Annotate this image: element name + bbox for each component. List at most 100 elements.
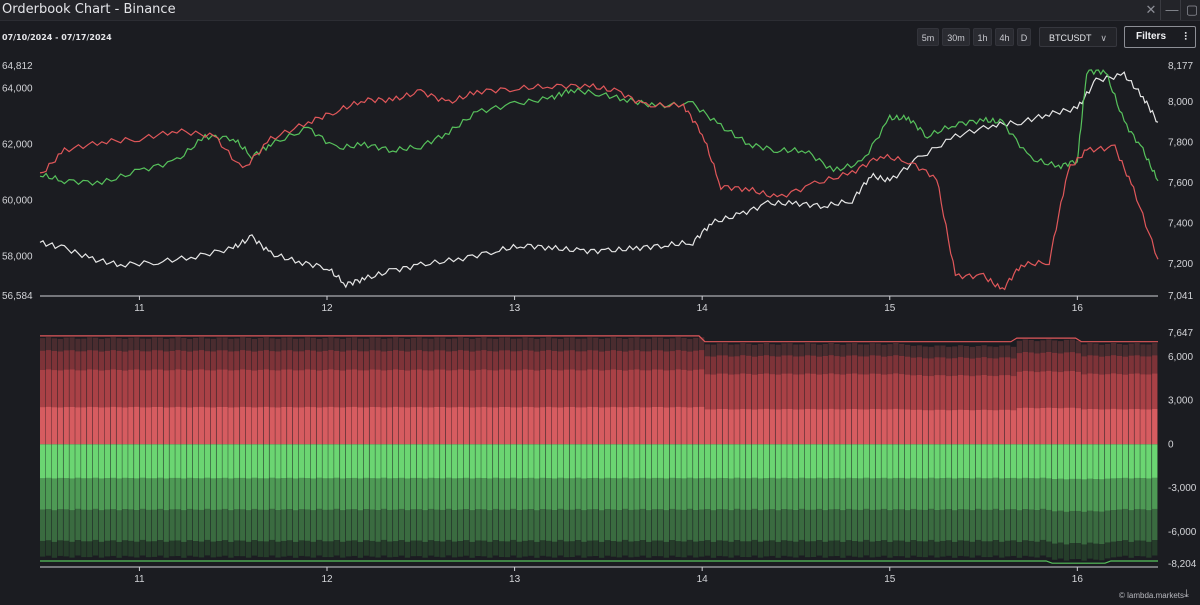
ask-depth-bar (1016, 408, 1023, 445)
bid-depth-bar (163, 444, 169, 479)
symbol-select[interactable]: BTCUSDT ∨ (1039, 27, 1117, 47)
close-icon[interactable]: ✕ (1145, 2, 1157, 17)
ask-depth-bar (1099, 409, 1105, 445)
ask-depth-bar (422, 407, 428, 445)
ask-depth-bar (369, 407, 375, 445)
bid-depth-bar (175, 444, 181, 478)
bid-depth-bar (763, 444, 770, 478)
bid-depth-bar (157, 444, 163, 478)
bid-depth-bar (875, 444, 881, 479)
ask-depth-bar (92, 369, 99, 445)
bid-depth-bar (863, 444, 870, 478)
bid-depth-bar (852, 444, 858, 479)
bid-depth-bar (563, 444, 569, 479)
ask-depth-bar (787, 409, 793, 445)
bid-depth-bar (934, 444, 940, 479)
bid-depth-bar (640, 444, 646, 478)
bid-depth-bar (287, 444, 293, 478)
ask-depth-bar (381, 370, 387, 445)
bid-depth-bar (740, 444, 746, 479)
bid-depth-bar (669, 444, 675, 478)
ask-depth-bar (393, 406, 399, 445)
ask-depth-bar (810, 409, 817, 445)
ask-depth-bar (1040, 371, 1046, 445)
bid-depth-bar (92, 444, 99, 478)
ask-depth-bar (1075, 408, 1081, 445)
bid-depth-bar (416, 444, 422, 478)
ask-depth-bar (810, 373, 817, 445)
ask-depth-bar (322, 407, 328, 445)
bid-depth-bar (663, 444, 670, 479)
bid-depth-bar (781, 444, 787, 478)
bid-depth-bar (245, 444, 252, 479)
ask-depth-bar (57, 407, 63, 445)
bid-depth-bar (363, 444, 369, 478)
bid-depth-bar (834, 444, 840, 478)
bottom-x-tick-label: 11 (134, 574, 145, 585)
bid-depth-bar (134, 444, 140, 479)
ask-depth-bar (952, 410, 958, 445)
bid-depth-bar (104, 444, 111, 478)
timeframe-30m-button[interactable]: 30m (942, 28, 970, 46)
bid-depth-bar (893, 444, 899, 478)
bid-depth-bar (1087, 444, 1093, 479)
filters-button[interactable]: Filters ⫶ (1124, 26, 1196, 48)
bid-depth-bar (487, 444, 493, 479)
bid-depth-bar (557, 444, 564, 478)
bid-depth-bar (422, 444, 428, 479)
bid-depth-bar (1105, 444, 1111, 479)
ask-depth-bar (1028, 371, 1034, 445)
ask-depth-bar (204, 407, 211, 445)
ask-depth-bar (687, 407, 693, 445)
ask-depth-bar (1034, 372, 1040, 445)
minimize-icon[interactable]: — (1160, 0, 1183, 20)
bid-depth-bar (410, 444, 416, 478)
ask-depth-bar (334, 407, 340, 445)
timeframe-1h-button[interactable]: 1h (973, 28, 992, 46)
bid-depth-bar (681, 444, 687, 479)
bid-depth-bar (263, 444, 269, 479)
timeframe-d-button[interactable]: D (1017, 28, 1031, 46)
bid-depth-bar (351, 444, 358, 478)
ask-depth-bar (481, 406, 487, 445)
symbol-label: BTCUSDT (1049, 33, 1092, 43)
ask-depth-bar (116, 407, 122, 445)
ask-depth-bar (57, 370, 63, 445)
ask-depth-bar (222, 407, 228, 445)
bid-depth-bar (434, 444, 440, 479)
bid-depth-bar (1081, 444, 1087, 480)
bid-depth-bar (1069, 444, 1076, 479)
ask-depth-bar (563, 407, 569, 445)
top-right-tick-label: 8,000 (1168, 97, 1193, 108)
bid-depth-bar (804, 444, 811, 479)
ask-depth-bar (875, 409, 881, 445)
bid-depth-bar (710, 444, 717, 479)
bottom-x-tick-label: 14 (697, 574, 709, 585)
ask-depth-bar (699, 406, 705, 445)
bid-depth-bar (257, 444, 263, 479)
bid-depth-bar (1046, 444, 1052, 479)
ask-depth-bar (793, 409, 799, 445)
bid-depth-bar (404, 444, 411, 479)
bid-depth-bar (451, 444, 458, 479)
ask-depth-bar (893, 408, 899, 445)
title-bar: Orderbook Chart - Binance ✕ — ▢ (0, 0, 1200, 21)
bid-depth-bar (704, 444, 711, 478)
ask-depth-bar (928, 410, 934, 445)
ask-depth-bar (340, 407, 346, 445)
ask-depth-bar (863, 409, 870, 445)
ask-depth-bar (1105, 409, 1111, 445)
ask-depth-bar (981, 409, 987, 445)
ask-depth-bar (245, 407, 252, 445)
timeframe-4h-button[interactable]: 4h (995, 28, 1014, 46)
ask-depth-bar (1146, 374, 1152, 445)
ask-depth-bar (281, 407, 287, 445)
ask-depth-bar (1081, 409, 1087, 445)
maximize-icon[interactable]: ▢ (1180, 0, 1200, 20)
ask-depth-bar (175, 406, 181, 445)
bid-depth-bar (916, 444, 923, 479)
download-icon[interactable]: ⤓ (1184, 588, 1189, 600)
bid-depth-bar (381, 444, 387, 478)
timeframe-5m-button[interactable]: 5m (917, 28, 939, 46)
ask-depth-bar (651, 369, 658, 445)
